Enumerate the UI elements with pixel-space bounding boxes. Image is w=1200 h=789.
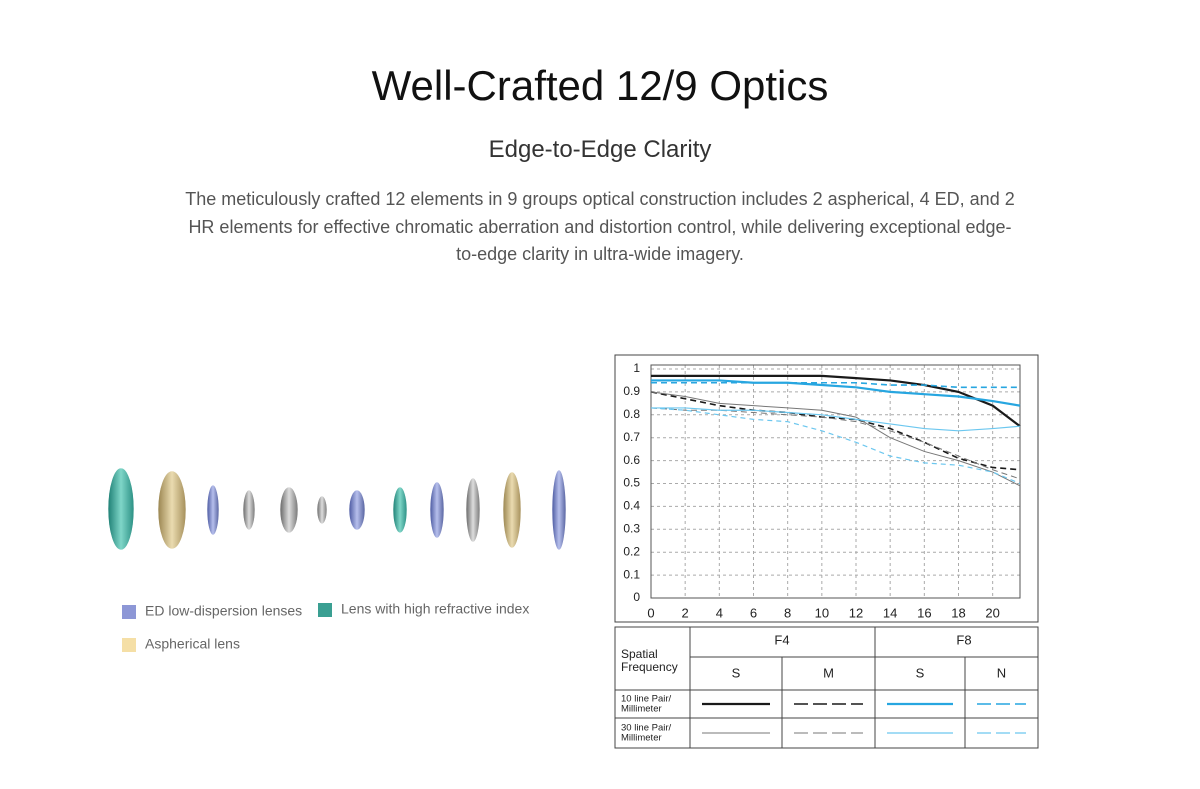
series-line: [651, 374, 1021, 428]
x-tick-label: 0: [647, 605, 654, 620]
series-line: [650, 407, 1021, 485]
legend-swatch: [122, 638, 136, 652]
title: Well-Crafted 12/9 Optics: [371, 62, 829, 109]
x-tick-label: 12: [849, 605, 863, 620]
legend-label: ED low-dispersion lenses: [145, 603, 302, 619]
x-tick-label: 10: [815, 605, 829, 620]
y-tick-label: 0.4: [623, 499, 640, 513]
plot-frame: [650, 364, 1021, 599]
row-label: Millimeter: [621, 704, 662, 715]
x-tick-label: 4: [716, 605, 723, 620]
series-line: [651, 379, 1021, 407]
x-tick-label: 20: [985, 605, 999, 620]
y-tick-label: 0: [633, 590, 640, 604]
table-frame: [614, 626, 1039, 749]
table-column: S: [916, 665, 925, 680]
body-line: The meticulously crafted 12 elements in …: [185, 189, 1015, 209]
table-group: F8: [956, 632, 971, 647]
y-tick-label: 0.8: [623, 407, 640, 421]
lens-illustration: [107, 467, 567, 551]
x-tick-label: 16: [917, 605, 931, 620]
table-column: S: [732, 665, 741, 680]
y-tick-label: 1: [633, 361, 640, 375]
series-line: [650, 391, 1021, 487]
y-tick-label: 0.7: [623, 430, 640, 444]
subtitle: Edge-to-Edge Clarity: [488, 136, 712, 163]
row-label: Millimeter: [621, 733, 662, 744]
legend-label: Lens with high refractive index: [341, 601, 529, 617]
legend-swatch: [318, 603, 332, 617]
y-tick-label: 0.1: [623, 567, 640, 581]
table-column: M: [823, 665, 834, 680]
series-line: [650, 407, 1021, 480]
x-tick-label: 18: [951, 605, 965, 620]
x-tick-label: 6: [750, 605, 757, 620]
legend-swatch: [122, 605, 136, 619]
table-corner: Frequency: [621, 660, 678, 674]
chart-frame: [614, 354, 1039, 623]
body-line: to-edge clarity in ultra-wide imagery.: [456, 244, 744, 264]
series-line: [651, 381, 1020, 389]
table-group: F4: [774, 632, 789, 647]
series-line: [651, 407, 1021, 432]
y-tick-label: 0.5: [623, 476, 640, 490]
y-tick-label: 0.9: [623, 384, 640, 398]
y-tick-label: 0.3: [623, 521, 640, 535]
x-tick-label: 14: [883, 605, 897, 620]
table-corner: Spatial: [621, 647, 658, 661]
y-tick-label: 0.6: [623, 453, 640, 467]
x-tick-label: 2: [682, 605, 689, 620]
row-label: 10 line Pair/: [621, 694, 672, 705]
x-tick-label: 8: [784, 605, 791, 620]
y-tick-label: 0.2: [623, 544, 640, 558]
legend-label: Aspherical lens: [145, 636, 240, 652]
row-label: 30 line Pair/: [621, 723, 672, 734]
table-column: N: [997, 665, 1006, 680]
series-line: [650, 391, 1021, 471]
body-line: HR elements for effective chromatic aber…: [188, 217, 1012, 237]
